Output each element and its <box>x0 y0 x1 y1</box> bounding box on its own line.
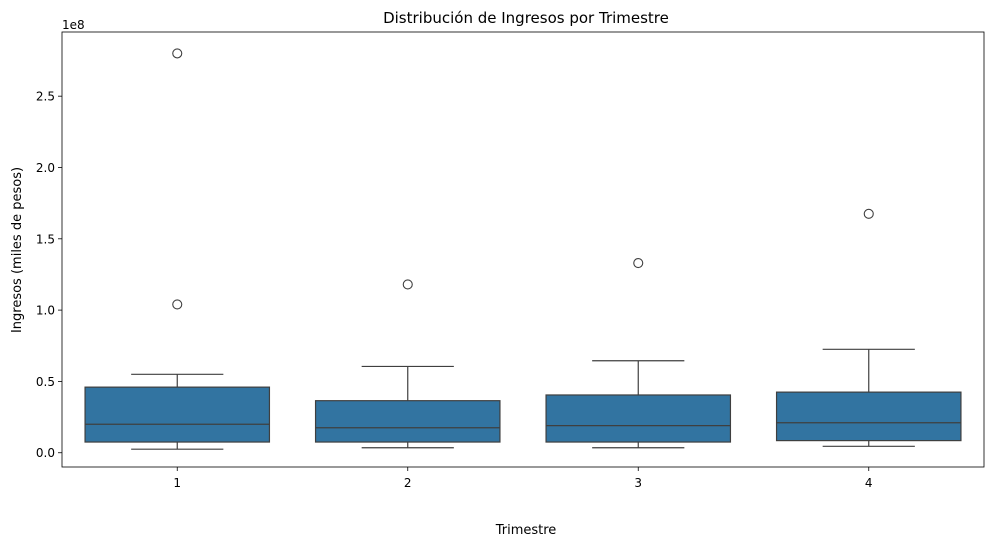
outlier-point <box>172 48 183 59</box>
x-tick-label: 3 <box>634 476 642 490</box>
y-axis-label: Ingresos (miles de pesos) <box>10 167 25 333</box>
y-tick-label: 0.5 <box>36 375 55 389</box>
x-tick-label: 2 <box>404 476 412 490</box>
y-tick-label: 1.5 <box>36 232 55 246</box>
x-axis: 1 2 3 4 <box>173 467 873 490</box>
x-tick-label: 1 <box>173 476 181 490</box>
box-group-1 <box>84 48 271 450</box>
chart-title: Distribución de Ingresos por Trimestre <box>383 9 669 27</box>
outlier-point <box>863 208 874 219</box>
box-group-3 <box>545 257 732 449</box>
x-tick-label: 4 <box>865 476 873 490</box>
y-tick-label: 2.5 <box>36 90 55 104</box>
y-axis: 0.0 0.5 1.0 1.5 2.0 2.5 <box>36 90 62 460</box>
outlier-point <box>633 257 644 269</box>
box-group-2 <box>314 279 501 449</box>
iqr-box <box>84 386 271 443</box>
boxes-layer <box>84 48 962 450</box>
box-group-4 <box>775 208 962 447</box>
plot-area-frame <box>61 31 985 468</box>
iqr-box <box>545 394 732 443</box>
outlier-point <box>172 299 183 310</box>
x-axis-label: Trimestre <box>495 523 557 538</box>
y-tick-label: 0.0 <box>36 446 55 460</box>
iqr-box <box>314 400 501 443</box>
iqr-box <box>775 391 962 442</box>
y-axis-offset-label: 1e8 <box>62 18 85 32</box>
y-tick-label: 1.0 <box>36 304 55 318</box>
y-tick-label: 2.0 <box>36 161 55 175</box>
outlier-point <box>402 279 413 290</box>
